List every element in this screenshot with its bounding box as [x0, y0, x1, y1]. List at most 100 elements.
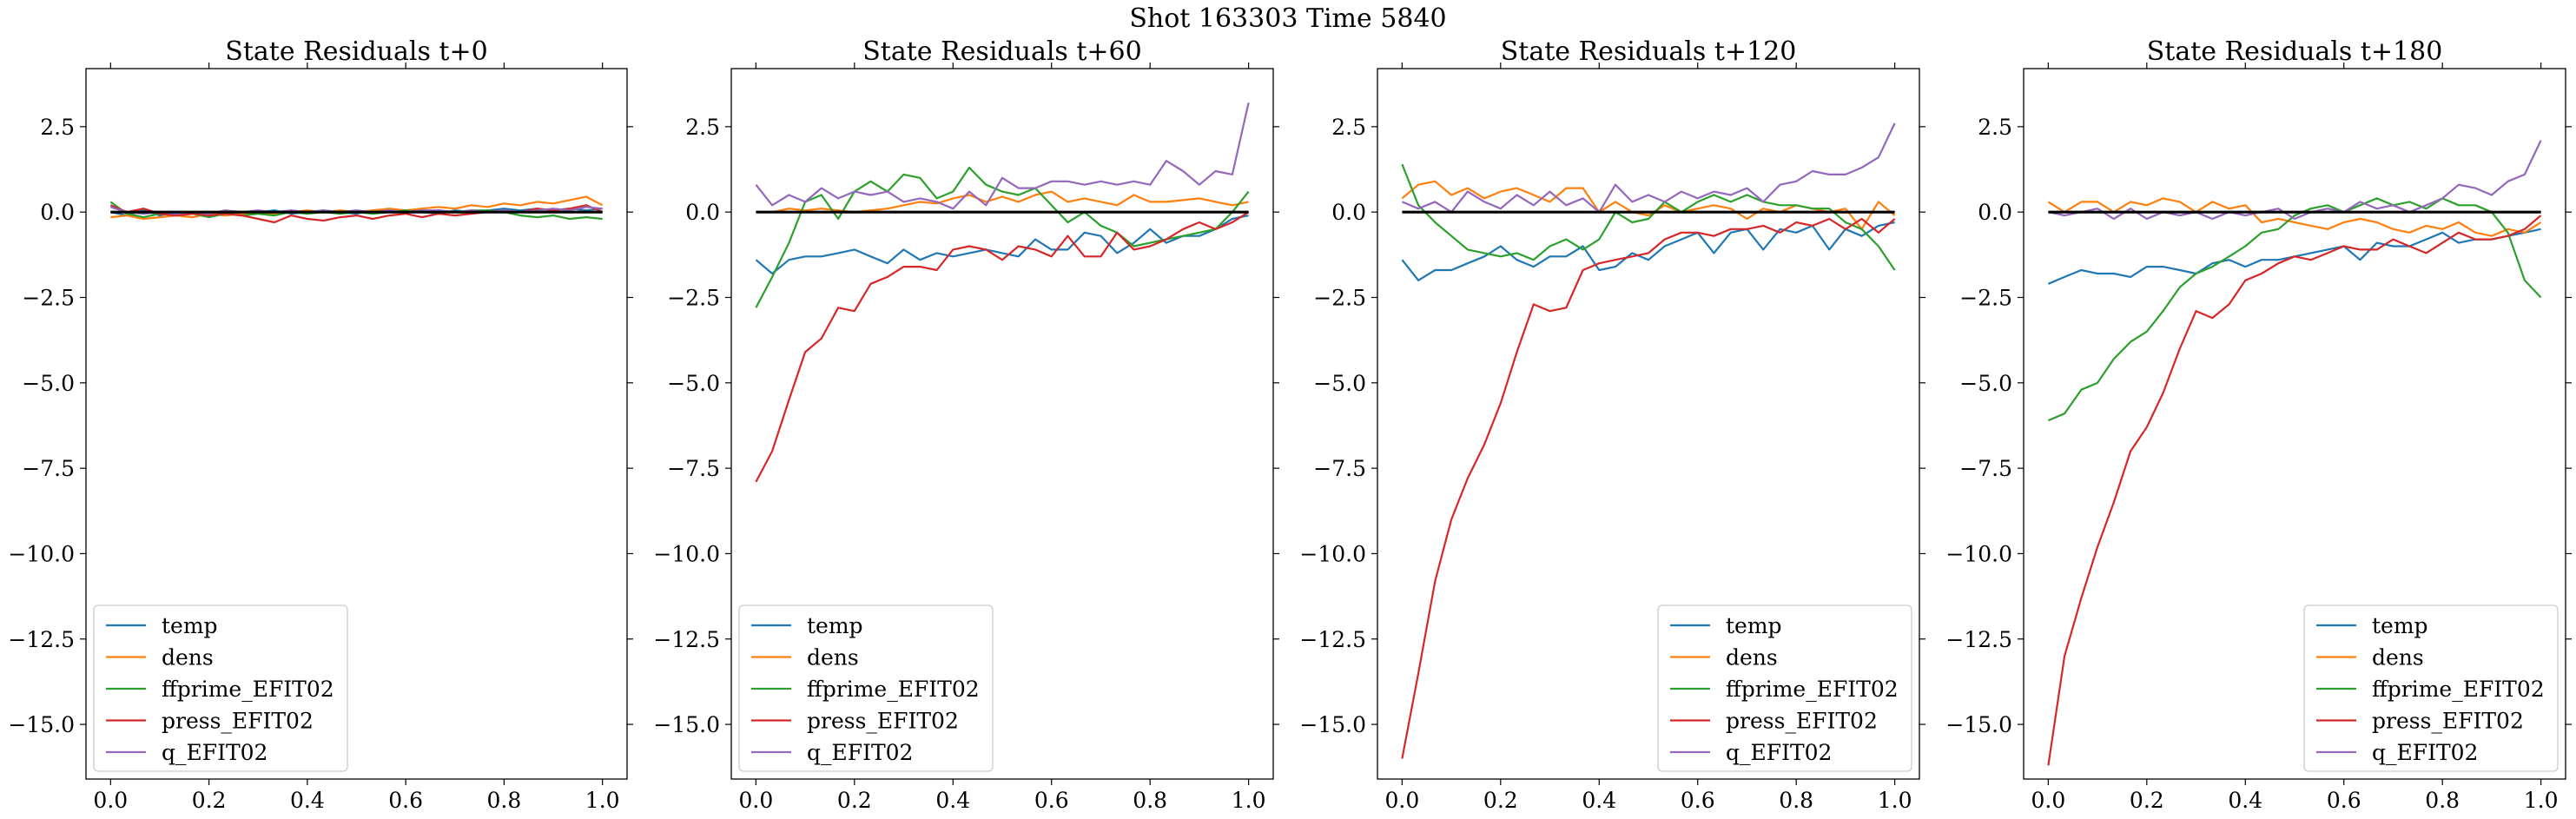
figure-suptitle: Shot 163303 Time 5840 [1129, 3, 1446, 34]
y-tick-label: −15.0 [8, 712, 75, 737]
y-tick-label: −10.0 [653, 541, 720, 566]
legend-frame [2303, 604, 2559, 772]
y-tick-label: −5.0 [1313, 371, 1366, 396]
legend-label: dens [1726, 645, 1778, 670]
legend-label: dens [2372, 645, 2424, 670]
x-tick-label: 0.0 [2031, 788, 2065, 813]
x-tick-label: 0.6 [1681, 788, 1715, 813]
y-tick-label: −5.0 [1959, 371, 2012, 396]
subplot-title: State Residuals t+60 [862, 36, 1141, 67]
x-tick-label: 1.0 [1232, 788, 1266, 813]
series-line-ffprime_EFIT02 [755, 166, 1250, 308]
legend-label: press_EFIT02 [2372, 709, 2524, 734]
x-tick-label: 0.4 [2228, 788, 2262, 813]
legend-label: dens [807, 645, 859, 670]
y-tick-label: −2.5 [1959, 285, 2012, 310]
series-line-q_EFIT02 [2048, 140, 2542, 221]
y-tick-label: −7.5 [22, 456, 75, 481]
legend-label: temp [807, 613, 863, 638]
legend-label: q_EFIT02 [162, 740, 268, 765]
legend: temp dens ffprime_EFIT02 press_EFIT02 q_EFIT… [93, 604, 348, 772]
y-tick-label: −15.0 [1945, 712, 2012, 737]
y-tick-label: −15.0 [1299, 712, 1366, 737]
x-tick-label: 1.0 [585, 788, 620, 813]
subplot-title: State Residuals t+120 [1501, 36, 1797, 67]
legend-label: q_EFIT02 [807, 740, 913, 765]
legend-frame [93, 604, 348, 772]
subplot-2: State Residuals t+60 0.0 0.2 0.4 0.6 0.8 1.0 2.… [653, 36, 1279, 813]
subplot-grid: State Residuals t+0 0.0 0.2 0.4 0.6 0.8 1.0 2.5… [8, 36, 2572, 813]
legend-frame [1657, 604, 1912, 772]
axes-frame [2023, 68, 2566, 780]
y-tick-label: −2.5 [1313, 285, 1366, 310]
x-tick-label: 0.2 [192, 788, 227, 813]
series-line-press_EFIT02 [2047, 215, 2542, 766]
series-line-temp [755, 215, 1249, 275]
y-tick-label: −10.0 [1299, 541, 1366, 566]
y-tick-label: 0.0 [1978, 200, 2012, 225]
y-tick-label: −7.5 [1959, 456, 2012, 481]
subplot-title: State Residuals t+180 [2147, 36, 2443, 67]
legend-label: temp [162, 613, 218, 638]
x-tick-label: 1.0 [1878, 788, 1912, 813]
legend: temp dens ffprime_EFIT02 press_EFIT02 q_EFIT… [1657, 604, 1912, 772]
x-tick-label: 0.4 [935, 788, 970, 813]
x-tick-label: 0.2 [837, 788, 872, 813]
y-tick-label: −10.0 [1945, 541, 2012, 566]
y-tick-label: −2.5 [667, 285, 720, 310]
y-tick-label: 0.0 [40, 200, 75, 225]
y-tick-label: −12.5 [8, 627, 75, 652]
series-line-q_EFIT02 [755, 102, 1250, 210]
plot-area [2047, 140, 2542, 766]
plot-area [1401, 122, 1896, 759]
y-tick-label: −12.5 [1945, 627, 2012, 652]
x-tick-label: 0.8 [1779, 788, 1813, 813]
y-tick-label: 2.5 [40, 115, 75, 140]
legend-label: q_EFIT02 [2372, 740, 2478, 765]
legend-label: press_EFIT02 [162, 709, 314, 734]
x-tick-label: 0.6 [1034, 788, 1069, 813]
subplot-1: State Residuals t+0 0.0 0.2 0.4 0.6 0.8 1.0 2.5… [8, 36, 633, 813]
y-tick-label: −12.5 [653, 627, 720, 652]
x-tick-label: 0.0 [93, 788, 128, 813]
y-tick-label: −12.5 [1299, 627, 1366, 652]
subplot-4: State Residuals t+180 0.0 0.2 0.4 0.6 0.8 1.0 2… [1945, 36, 2572, 813]
subplot-title: State Residuals t+0 [225, 36, 487, 67]
x-tick-label: 0.6 [388, 788, 423, 813]
legend-label: ffprime_EFIT02 [1726, 677, 1899, 702]
y-tick-label: −5.0 [667, 371, 720, 396]
axes-frame [85, 68, 628, 780]
legend-label: ffprime_EFIT02 [2372, 677, 2545, 702]
y-tick-label: −2.5 [22, 285, 75, 310]
y-tick-label: 0.0 [1331, 200, 1366, 225]
legend-label: ffprime_EFIT02 [162, 677, 334, 702]
legend: temp dens ffprime_EFIT02 press_EFIT02 q_EFIT… [2303, 604, 2559, 772]
legend-label: press_EFIT02 [1726, 709, 1878, 734]
x-tick-label: 0.2 [1483, 788, 1518, 813]
legend-frame [738, 604, 994, 772]
y-tick-label: −10.0 [8, 541, 75, 566]
legend-label: ffprime_EFIT02 [807, 677, 980, 702]
legend-label: temp [1726, 613, 1782, 638]
series-line-press_EFIT02 [755, 211, 1250, 483]
y-tick-label: −15.0 [653, 712, 720, 737]
y-tick-label: 0.0 [685, 200, 720, 225]
plot-area [755, 102, 1250, 483]
series-line-q_EFIT02 [1401, 122, 1896, 214]
y-tick-label: 2.5 [685, 115, 720, 140]
y-tick-label: −7.5 [1313, 456, 1366, 481]
legend: temp dens ffprime_EFIT02 press_EFIT02 q_EFIT… [738, 604, 994, 772]
x-tick-label: 0.8 [487, 788, 522, 813]
x-tick-label: 0.4 [290, 788, 325, 813]
x-tick-label: 0.0 [738, 788, 773, 813]
series-line-dens [2047, 197, 2542, 237]
x-tick-label: 0.8 [1133, 788, 1167, 813]
x-tick-label: 0.8 [2425, 788, 2460, 813]
x-tick-label: 1.0 [2524, 788, 2559, 813]
y-tick-label: −5.0 [22, 371, 75, 396]
x-tick-label: 0.4 [1582, 788, 1616, 813]
series-line-ffprime_EFIT02 [1401, 163, 1896, 271]
x-tick-label: 0.2 [2130, 788, 2164, 813]
series-line-press_EFIT02 [1401, 217, 1896, 759]
